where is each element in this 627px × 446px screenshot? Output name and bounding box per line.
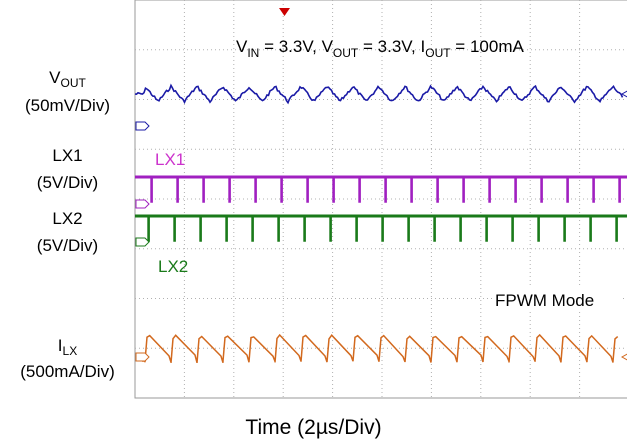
- ilx-scale: (500mA/Div): [0, 362, 135, 382]
- lx2-label: LX2 (5V/Div): [0, 209, 135, 256]
- lx2-name: LX2: [0, 209, 135, 229]
- ilx-label: ILX (500mA/Div): [0, 336, 135, 382]
- lx2-scale: (5V/Div): [0, 236, 135, 256]
- ilx-name-sub: LX: [63, 344, 78, 358]
- vout-label: VOUT (50mV/Div): [0, 68, 135, 116]
- lx1-scale: (5V/Div): [0, 173, 135, 193]
- lx1-name: LX1: [0, 146, 135, 166]
- lx2-trace-label: LX2: [158, 257, 188, 276]
- vout-name-sub: OUT: [61, 76, 86, 90]
- lx1-trace-label: LX1: [155, 150, 185, 169]
- vout-scale: (50mV/Div): [0, 96, 135, 116]
- vout-name: V: [49, 68, 60, 87]
- lx1-label: LX1 (5V/Div): [0, 146, 135, 193]
- x-axis-label: Time (2µs/Div): [0, 416, 627, 440]
- mode-note: FPWM Mode: [495, 291, 594, 310]
